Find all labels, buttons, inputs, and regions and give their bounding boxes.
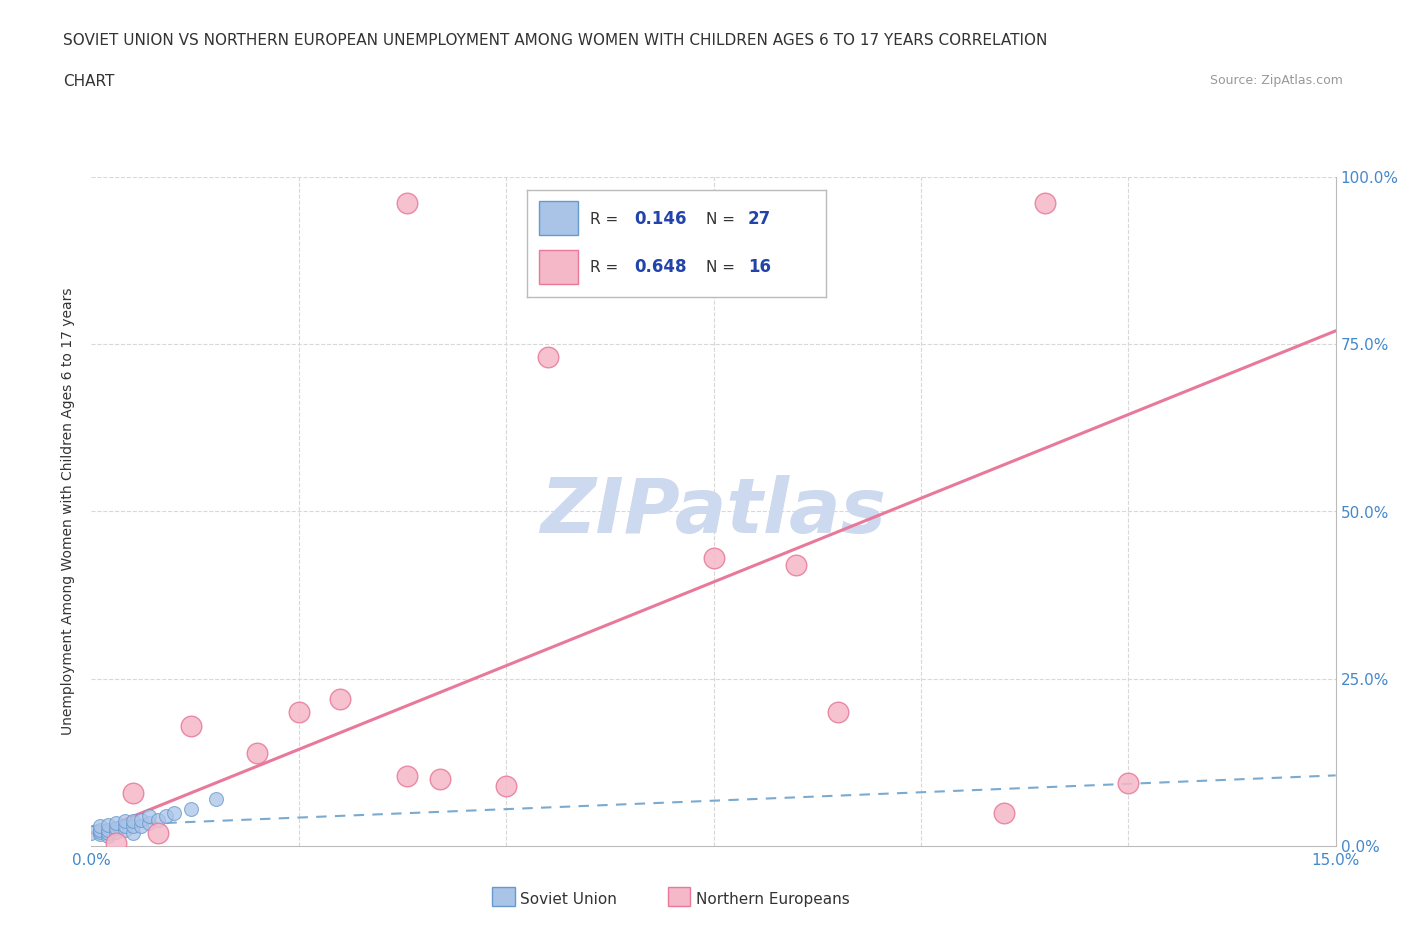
Point <box>129 812 152 827</box>
Point <box>97 817 120 832</box>
Y-axis label: Unemployment Among Women with Children Ages 6 to 17 years: Unemployment Among Women with Children A… <box>62 287 76 736</box>
Text: CHART: CHART <box>63 74 115 89</box>
Point <box>89 824 111 839</box>
Point <box>993 805 1015 820</box>
Point <box>287 705 309 720</box>
Point <box>105 824 128 839</box>
Point <box>146 812 169 827</box>
Point <box>429 772 451 787</box>
Text: ZIPatlas: ZIPatlas <box>540 474 887 549</box>
Point <box>395 768 418 783</box>
Text: Soviet Union: Soviet Union <box>520 892 617 907</box>
Text: SOVIET UNION VS NORTHERN EUROPEAN UNEMPLOYMENT AMONG WOMEN WITH CHILDREN AGES 6 : SOVIET UNION VS NORTHERN EUROPEAN UNEMPL… <box>63 33 1047 47</box>
Point <box>827 705 849 720</box>
Point <box>1118 776 1140 790</box>
Text: Source: ZipAtlas.com: Source: ZipAtlas.com <box>1209 74 1343 87</box>
Point <box>246 745 269 760</box>
Point <box>89 818 111 833</box>
Point <box>89 827 111 842</box>
Point <box>702 551 725 565</box>
Point <box>105 820 128 835</box>
Point <box>121 826 145 841</box>
Point <box>329 692 352 707</box>
Point <box>146 826 169 841</box>
Point <box>97 826 120 841</box>
Point <box>114 822 136 837</box>
Point <box>129 818 152 833</box>
Point <box>138 809 160 824</box>
Point <box>121 785 145 800</box>
Point <box>105 835 128 850</box>
Point <box>121 814 145 829</box>
Point <box>80 826 103 841</box>
Point <box>121 818 145 833</box>
Point <box>785 558 807 573</box>
Text: Northern Europeans: Northern Europeans <box>696 892 849 907</box>
Point <box>114 818 136 833</box>
Point <box>163 805 186 820</box>
Point <box>180 802 202 817</box>
Point <box>155 809 177 824</box>
Point <box>97 822 120 837</box>
Point <box>536 350 558 365</box>
Point <box>89 822 111 837</box>
Point <box>395 196 418 211</box>
Point <box>495 778 517 793</box>
Point <box>1035 196 1057 211</box>
Point <box>138 816 160 830</box>
Point <box>180 718 202 733</box>
Point <box>97 829 120 844</box>
Point <box>105 816 128 830</box>
Point <box>114 814 136 829</box>
Point <box>205 792 228 807</box>
